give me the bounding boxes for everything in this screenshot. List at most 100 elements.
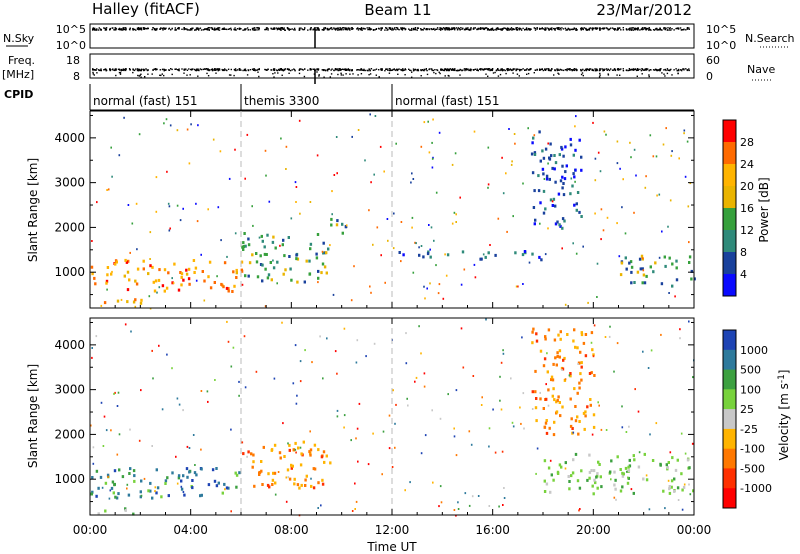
scatter-cell bbox=[183, 493, 186, 497]
noise-cell bbox=[405, 332, 407, 335]
scatter-cell bbox=[567, 475, 570, 478]
freq-point bbox=[214, 69, 216, 71]
noise-cell bbox=[451, 163, 454, 166]
nsky-point bbox=[477, 27, 479, 30]
nsky-point bbox=[281, 28, 283, 30]
nsky-point bbox=[122, 27, 125, 29]
nsky-point bbox=[122, 29, 125, 31]
noise-cell bbox=[621, 405, 623, 408]
nsky-point bbox=[477, 28, 479, 31]
x-tick-label: 16:00 bbox=[475, 523, 510, 537]
freq-point bbox=[233, 68, 236, 71]
noise-cell bbox=[503, 487, 505, 489]
freq-point bbox=[298, 69, 300, 71]
scatter-cell bbox=[341, 222, 344, 226]
nsky-point bbox=[440, 29, 442, 31]
nsky-point bbox=[244, 29, 247, 31]
freq-point bbox=[434, 69, 436, 71]
noise-cell bbox=[423, 385, 426, 388]
freq-point bbox=[349, 73, 351, 75]
freq-point bbox=[168, 69, 170, 71]
nsky-point bbox=[322, 29, 325, 31]
scatter-cell bbox=[580, 361, 583, 365]
scatter-cell bbox=[639, 267, 642, 271]
nsky-point bbox=[391, 29, 393, 31]
freq-point bbox=[361, 69, 363, 71]
freq-point bbox=[281, 74, 283, 76]
freq-point bbox=[139, 69, 141, 72]
scatter-cell bbox=[220, 282, 223, 286]
freq-point bbox=[506, 68, 508, 70]
nsky-point bbox=[588, 27, 591, 30]
scatter-cell bbox=[561, 367, 565, 371]
scatter-cell bbox=[580, 155, 583, 159]
freq-point bbox=[627, 69, 630, 72]
noise-cell bbox=[499, 375, 501, 378]
nsky-point bbox=[94, 27, 96, 30]
freq-point bbox=[500, 68, 502, 71]
nsky-point bbox=[613, 28, 616, 30]
nsky-point bbox=[206, 28, 208, 30]
scatter-cell bbox=[554, 161, 558, 165]
noise-cell bbox=[234, 232, 237, 235]
nsky-point bbox=[507, 29, 509, 31]
noise-cell bbox=[290, 217, 293, 220]
scatter-cell bbox=[213, 479, 217, 483]
scatter-cell bbox=[110, 272, 113, 276]
freq-point bbox=[343, 68, 345, 71]
nsky-point bbox=[368, 27, 370, 29]
scatter-cell bbox=[114, 262, 117, 266]
freq-point bbox=[357, 74, 359, 76]
nsky-point bbox=[533, 27, 535, 29]
nsky-point bbox=[103, 27, 105, 29]
nsky-point bbox=[239, 27, 241, 29]
scatter-cell bbox=[584, 333, 588, 336]
scatter-cell bbox=[632, 454, 635, 458]
nsky-point bbox=[402, 27, 405, 29]
nsky-point bbox=[632, 29, 634, 31]
freq-point bbox=[492, 72, 495, 74]
freq-point bbox=[678, 69, 680, 72]
scatter-cell bbox=[531, 141, 534, 145]
scatter-cell bbox=[692, 489, 695, 493]
noise-cell bbox=[155, 176, 158, 179]
freq-point bbox=[580, 69, 582, 72]
scatter-cell bbox=[222, 285, 225, 289]
nsky-point bbox=[369, 27, 371, 30]
scatter-cell bbox=[298, 486, 301, 490]
scatter-cell bbox=[571, 184, 574, 188]
freq-point bbox=[313, 68, 316, 70]
scatter-cell bbox=[322, 450, 326, 454]
freq-point bbox=[551, 68, 553, 70]
noise-cell bbox=[226, 255, 228, 258]
freq-point bbox=[536, 69, 538, 71]
scatter-cell bbox=[152, 280, 155, 284]
scatter-cell bbox=[185, 272, 189, 276]
noise-cell bbox=[447, 393, 449, 396]
scatter-cell bbox=[562, 154, 565, 158]
scatter-cell bbox=[690, 269, 693, 273]
noise-cell bbox=[635, 174, 637, 177]
nsky-point bbox=[343, 27, 345, 29]
scatter-cell bbox=[568, 487, 571, 491]
nsky-point bbox=[518, 27, 520, 30]
scatter-cell bbox=[558, 349, 562, 353]
freq-point bbox=[347, 68, 349, 70]
freq-point bbox=[161, 68, 164, 71]
nsky-point bbox=[663, 28, 665, 30]
freq-point bbox=[114, 68, 116, 70]
nsky-point bbox=[357, 29, 360, 31]
scatter-cell bbox=[149, 264, 152, 268]
noise-cell bbox=[90, 424, 92, 427]
freq-point bbox=[288, 68, 290, 71]
freq-point bbox=[192, 68, 194, 70]
freq-point bbox=[330, 73, 333, 75]
noise-cell bbox=[136, 248, 138, 251]
noise-cell bbox=[224, 488, 226, 491]
nsky-point bbox=[661, 29, 663, 31]
freq-point bbox=[396, 68, 398, 70]
scatter-cell bbox=[187, 277, 191, 281]
nsky-point bbox=[481, 27, 483, 29]
scatter-cell bbox=[171, 281, 174, 285]
nsky-point bbox=[302, 29, 304, 31]
